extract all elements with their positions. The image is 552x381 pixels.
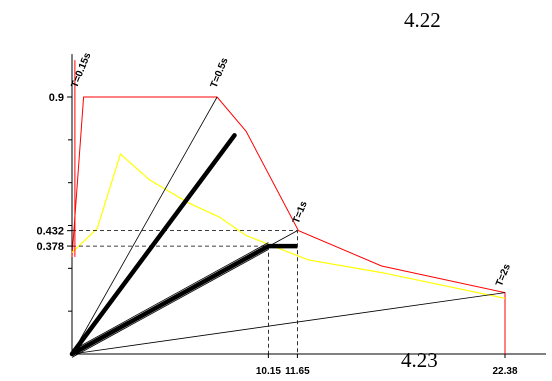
x-tick-label: 11.65 [285,366,310,377]
site-spectrum-series [71,153,506,299]
x-tick-label: 10.15 [256,366,281,377]
period-label: T=1s [291,199,310,225]
design-spectrum-series [71,96,506,354]
period-line-series [71,96,218,355]
period-label: T=2s [494,262,513,288]
guide-series [72,245,269,354]
period-line-double [71,242,269,351]
x-tick-label: 22.38 [492,366,517,377]
y-tick-label: 0.378 [36,241,64,253]
figure-number-top: 4.22 [404,8,441,32]
period-label: T=0.15s [69,51,93,90]
demand-series [69,133,237,357]
period-line-double [71,249,269,358]
y-tick-label: 0.432 [36,226,64,238]
y-tick-label: 0.9 [49,92,64,104]
figure-number-bottom: 4.23 [401,348,438,372]
period-label: T=0.5s [209,56,231,90]
period-line-series [71,292,506,355]
guide-series [72,230,298,354]
